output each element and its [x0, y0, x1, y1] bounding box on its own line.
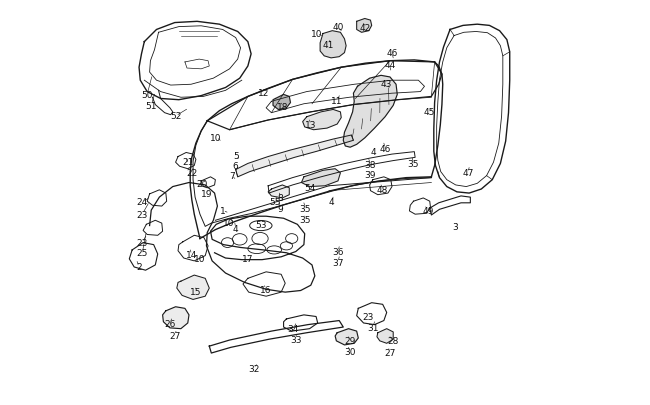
Text: 45: 45: [424, 108, 436, 117]
Text: 13: 13: [305, 121, 317, 130]
Text: 10: 10: [211, 133, 222, 142]
Text: 22: 22: [186, 169, 198, 178]
Text: 9: 9: [278, 204, 283, 213]
Text: 17: 17: [242, 255, 254, 264]
Text: 15: 15: [190, 287, 202, 296]
Polygon shape: [343, 76, 397, 148]
Text: 20: 20: [197, 180, 208, 189]
Text: 4: 4: [233, 224, 239, 233]
Text: 41: 41: [322, 41, 334, 50]
Text: 43: 43: [381, 80, 393, 89]
Text: 12: 12: [257, 89, 269, 98]
Text: 7: 7: [229, 172, 235, 181]
Polygon shape: [268, 185, 289, 198]
Text: 10: 10: [222, 218, 234, 227]
Text: 40: 40: [332, 23, 344, 32]
Text: 2: 2: [136, 263, 142, 272]
Text: 44: 44: [384, 61, 396, 70]
Polygon shape: [177, 275, 209, 300]
Text: 23: 23: [136, 239, 148, 247]
Text: 30: 30: [344, 347, 356, 356]
Text: 10: 10: [194, 255, 205, 264]
Text: 21: 21: [182, 158, 194, 166]
Text: 46: 46: [386, 49, 398, 58]
Text: 33: 33: [290, 335, 302, 344]
Text: 24: 24: [136, 198, 148, 207]
Text: 14: 14: [186, 251, 198, 260]
Polygon shape: [236, 136, 354, 177]
Polygon shape: [357, 19, 372, 33]
Text: 47: 47: [462, 169, 474, 178]
Polygon shape: [302, 169, 341, 187]
Text: 46: 46: [380, 145, 391, 153]
Text: 42: 42: [360, 24, 371, 33]
Polygon shape: [273, 95, 291, 110]
Text: 36: 36: [332, 247, 344, 256]
Text: 18: 18: [277, 103, 288, 112]
Polygon shape: [377, 329, 393, 343]
Text: 1: 1: [220, 206, 226, 215]
Text: 32: 32: [248, 364, 259, 373]
Text: 26: 26: [164, 320, 176, 328]
Text: 54: 54: [304, 184, 315, 193]
Text: 6: 6: [232, 162, 238, 171]
Text: 35: 35: [300, 215, 311, 224]
Polygon shape: [320, 32, 346, 59]
Text: 19: 19: [201, 190, 212, 199]
Text: 55: 55: [270, 197, 281, 206]
Text: 52: 52: [170, 112, 181, 121]
Text: 27: 27: [384, 348, 396, 357]
Text: 23: 23: [362, 312, 373, 321]
Text: 10: 10: [311, 30, 322, 39]
Text: 39: 39: [365, 171, 376, 179]
Text: 51: 51: [146, 102, 157, 111]
Text: 31: 31: [367, 323, 379, 332]
Polygon shape: [303, 110, 341, 130]
Text: 4: 4: [328, 198, 334, 207]
Text: 49: 49: [423, 206, 434, 215]
Polygon shape: [335, 329, 358, 345]
Text: 3: 3: [452, 222, 458, 231]
Text: 34: 34: [288, 324, 299, 333]
Text: 16: 16: [261, 285, 272, 294]
Text: 27: 27: [169, 331, 181, 340]
Text: 4: 4: [371, 147, 376, 156]
Text: 25: 25: [136, 249, 148, 258]
Text: 29: 29: [344, 337, 356, 345]
Text: 5: 5: [233, 151, 239, 160]
Text: 53: 53: [255, 220, 266, 229]
Text: 8: 8: [278, 194, 283, 203]
Text: 23: 23: [136, 210, 148, 219]
Text: 37: 37: [332, 258, 344, 267]
Text: 28: 28: [387, 337, 399, 345]
Polygon shape: [162, 307, 189, 329]
Text: 35: 35: [300, 204, 311, 213]
Text: 38: 38: [365, 161, 376, 170]
Text: 11: 11: [332, 97, 343, 106]
Text: 48: 48: [377, 185, 388, 194]
Text: 35: 35: [408, 160, 419, 168]
Text: 50: 50: [142, 91, 153, 100]
